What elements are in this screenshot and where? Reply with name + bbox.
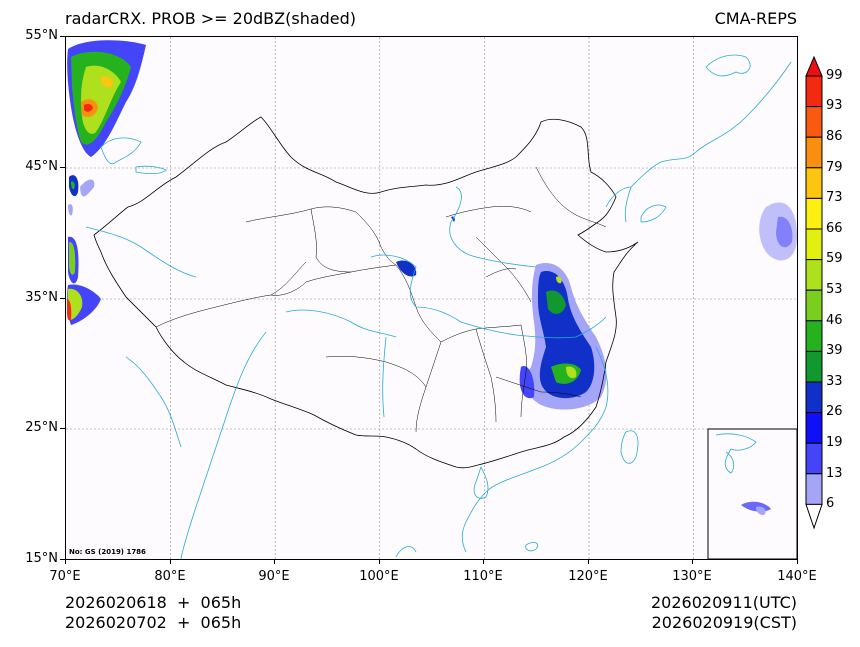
south-china-sea-inset bbox=[707, 428, 797, 559]
init-time-cst: 2026020702 + 065h bbox=[65, 613, 242, 632]
tick-mark bbox=[274, 559, 275, 564]
colorbar-label: 53 bbox=[826, 282, 843, 297]
lon-tick-70: 70°E bbox=[49, 569, 81, 584]
init-time-block: 2026020618 + 065h 2026020702 + 065h bbox=[65, 593, 241, 633]
tick-mark bbox=[60, 36, 65, 37]
tick-mark bbox=[797, 559, 798, 564]
tick-mark bbox=[60, 167, 65, 168]
colorbar-label: 46 bbox=[826, 313, 843, 328]
tick-mark bbox=[60, 298, 65, 299]
lat-tick-45: 45°N bbox=[25, 159, 58, 174]
colorbar-label: 66 bbox=[826, 221, 843, 236]
map-approval-number: No: GS (2019) 1786 bbox=[69, 548, 146, 556]
colorbar-label: 86 bbox=[826, 129, 843, 144]
lon-tick-80: 80°E bbox=[154, 569, 186, 584]
colorbar-label: 6 bbox=[826, 496, 835, 511]
rivers-coastlines bbox=[85, 54, 792, 559]
colorbar-label: 39 bbox=[826, 343, 843, 358]
tick-mark bbox=[692, 559, 693, 564]
model-name: CMA-REPS bbox=[714, 9, 797, 28]
lat-tick-15: 15°N bbox=[25, 551, 58, 566]
tick-mark bbox=[60, 559, 65, 560]
lon-tick-120: 120°E bbox=[568, 569, 608, 584]
colorbar-label: 79 bbox=[826, 160, 843, 175]
tick-mark bbox=[65, 559, 66, 564]
graticule bbox=[66, 37, 797, 559]
colorbar-under-arrow bbox=[805, 503, 823, 530]
tick-mark bbox=[588, 559, 589, 564]
init-time-utc: 2026020618 + 065h bbox=[65, 593, 242, 612]
lon-tick-110: 110°E bbox=[463, 569, 503, 584]
country-boundary bbox=[93, 116, 639, 469]
tick-mark bbox=[483, 559, 484, 564]
valid-time-block: 2026020911(UTC) 2026020919(CST) bbox=[651, 593, 797, 633]
map-canvas bbox=[66, 37, 797, 559]
colorbar-graphic bbox=[805, 56, 823, 530]
colorbar-label: 93 bbox=[826, 98, 843, 113]
plot-title: radarCRX. PROB >= 20dBZ(shaded) bbox=[65, 9, 357, 28]
colorbar-label: 33 bbox=[826, 374, 843, 389]
lon-tick-100: 100°E bbox=[359, 569, 399, 584]
prob-shading-east-china bbox=[396, 216, 607, 410]
prob-shading-northwest bbox=[67, 40, 146, 325]
colorbar-label: 19 bbox=[826, 435, 843, 450]
map-panel[interactable] bbox=[65, 36, 798, 560]
valid-time-cst: 2026020919(CST) bbox=[651, 613, 797, 632]
colorbar-label: 13 bbox=[826, 466, 843, 481]
tick-mark bbox=[379, 559, 380, 564]
lon-tick-130: 130°E bbox=[672, 569, 712, 584]
colorbar-over-arrow bbox=[805, 56, 823, 77]
province-boundaries bbox=[155, 166, 607, 433]
lon-tick-90: 90°E bbox=[258, 569, 290, 584]
colorbar-label: 73 bbox=[826, 190, 843, 205]
lat-tick-55: 55°N bbox=[25, 28, 58, 43]
lat-tick-25: 25°N bbox=[25, 420, 58, 435]
tick-mark bbox=[170, 559, 171, 564]
lon-tick-140: 140°E bbox=[777, 569, 817, 584]
colorbar-label: 26 bbox=[826, 404, 843, 419]
lat-tick-35: 35°N bbox=[25, 290, 58, 305]
colorbar-label: 99 bbox=[826, 68, 843, 83]
colorbar-label: 59 bbox=[826, 251, 843, 266]
tick-mark bbox=[60, 428, 65, 429]
valid-time-utc: 2026020911(UTC) bbox=[651, 593, 797, 612]
